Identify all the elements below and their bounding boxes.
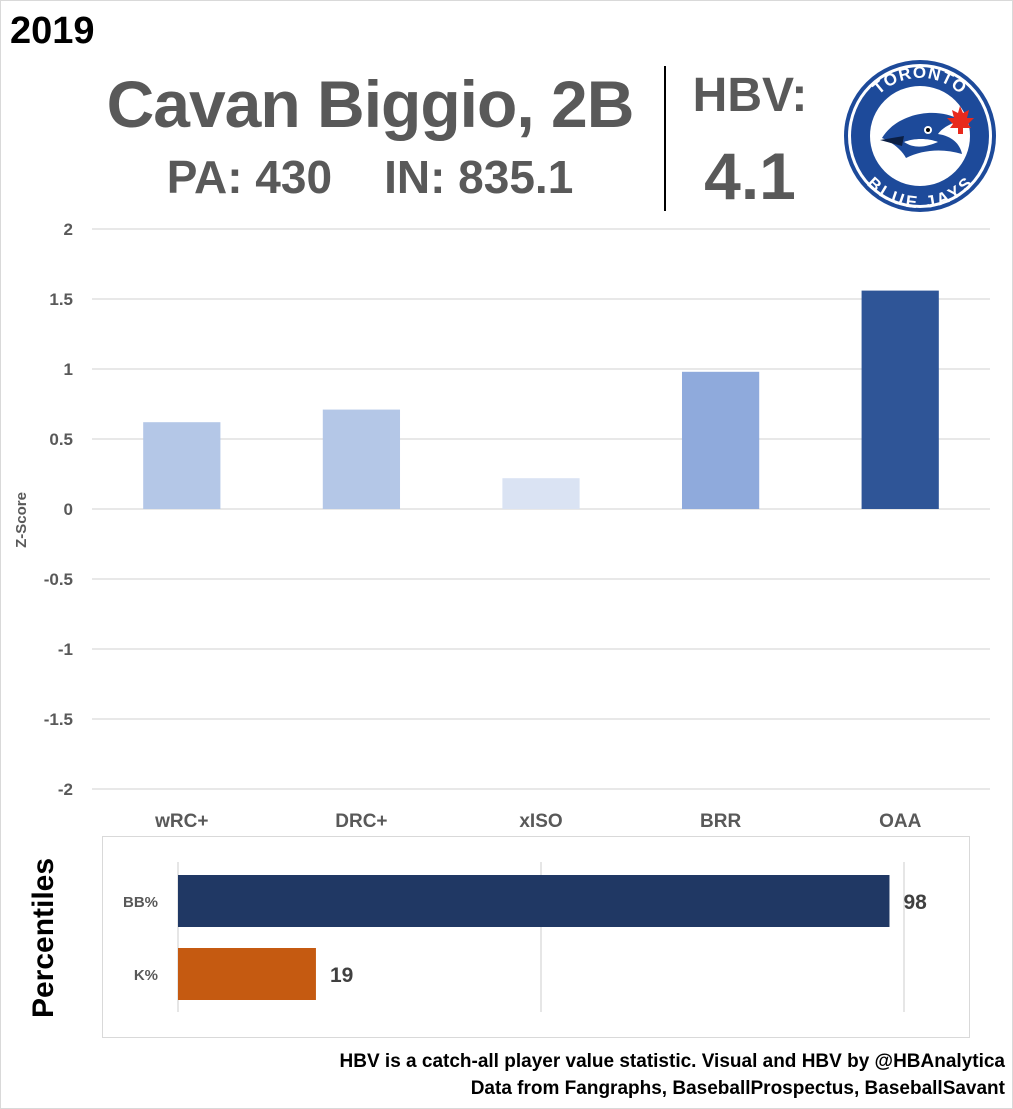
y-tick-label: 1 — [64, 360, 73, 379]
zscore-bars — [143, 290, 939, 509]
percentile-data-label: 98 — [903, 891, 927, 914]
season-year: 2019 — [10, 10, 95, 52]
y-tick-label: -2 — [58, 780, 73, 799]
y-tick-label: 0 — [64, 500, 73, 519]
y-tick-label: 1.5 — [49, 290, 73, 309]
footer-line-2: Data from Fangraphs, BaseballProspectus,… — [470, 1078, 1005, 1099]
zscore-gridlines — [92, 228, 990, 790]
player-name: Cavan Biggio, 2B — [106, 67, 635, 141]
player-stats: PA: 430 IN: 835.1 — [70, 150, 670, 204]
footer-credits: HBV is a catch-all player value statisti… — [340, 1048, 1005, 1102]
bar-brr — [681, 371, 760, 509]
percentile-data-label: 19 — [330, 964, 353, 987]
bar-xiso — [502, 478, 580, 509]
percentiles-bar-chart: BB% 98 K% 19 — [123, 862, 927, 1012]
y-tick-label: -0.5 — [44, 570, 73, 589]
x-tick-label: xISO — [519, 811, 562, 832]
percentiles-title: Percentiles — [27, 857, 60, 1019]
bar-drc — [322, 409, 401, 509]
zscore-x-axis: wRC+ DRC+ xISO BRR OAA — [154, 811, 921, 832]
hbv-value: 4.1 — [704, 139, 796, 213]
percentiles-panel — [102, 836, 970, 1038]
x-tick-label: DRC+ — [335, 811, 387, 832]
innings: IN: 835.1 — [384, 151, 574, 203]
toronto-blue-jays-logo: TORONTO BLUE JAYS — [844, 60, 996, 212]
x-tick-label: OAA — [879, 811, 922, 832]
percentile-category-label: BB% — [123, 894, 158, 911]
bar-wrc — [143, 422, 221, 509]
percentile-category-label: K% — [134, 967, 158, 984]
zscore-bar-chart: 2 1.5 1 0.5 0 -0.5 -1 -1.5 -2 wRC+ DRC+ xISO BRR OAA… — [13, 220, 990, 832]
x-tick-label: BRR — [700, 811, 741, 832]
percentile-bars: BB% 98 K% 19 — [123, 875, 927, 1000]
plate-appearances: PA: 430 — [166, 151, 333, 203]
footer-line-1: HBV is a catch-all player value statisti… — [339, 1051, 1005, 1072]
y-tick-label: 0.5 — [49, 430, 73, 449]
hbv-label: HBV: — [692, 69, 808, 122]
y-axis-label: Z-Score — [13, 492, 30, 548]
percentile-bar-bb — [178, 875, 890, 927]
zscore-y-axis: 2 1.5 1 0.5 0 -0.5 -1 -1.5 -2 — [44, 220, 73, 799]
header-divider — [664, 66, 666, 211]
jay-head-icon — [880, 112, 962, 158]
bar-oaa — [861, 290, 939, 509]
percentile-bar-k — [178, 948, 316, 1000]
y-tick-label: -1.5 — [44, 710, 73, 729]
y-tick-label: 2 — [64, 220, 73, 239]
maple-leaf-icon — [947, 106, 974, 134]
y-tick-label: -1 — [58, 640, 73, 659]
x-tick-label: wRC+ — [154, 811, 208, 832]
